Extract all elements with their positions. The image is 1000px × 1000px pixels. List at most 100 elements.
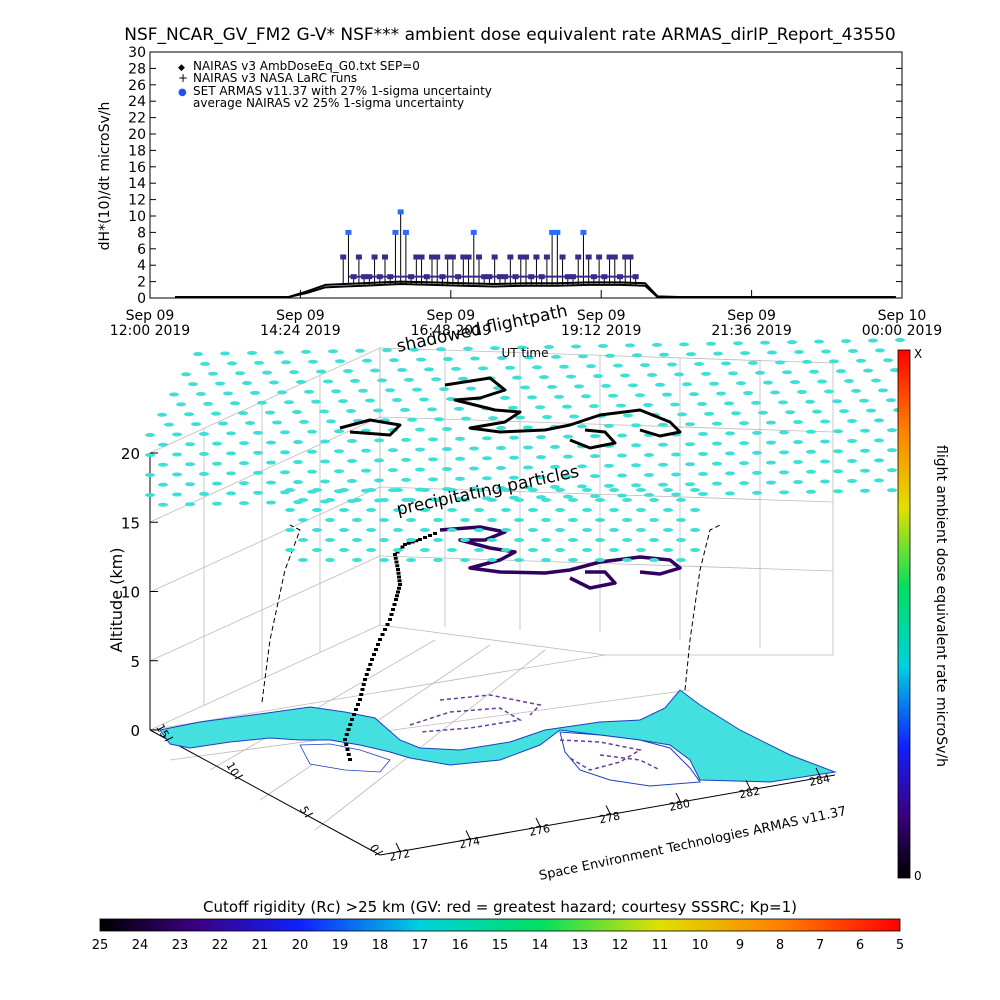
top-plot-frame — [149, 51, 903, 299]
particle-dot — [242, 381, 252, 386]
particle-dot — [366, 508, 376, 512]
climb-point — [348, 758, 352, 761]
particle-dot — [690, 548, 700, 552]
particle-dot — [442, 427, 452, 432]
particle-dot — [406, 518, 416, 522]
particle-dot — [447, 488, 457, 492]
y-tick-label: 28 — [128, 61, 146, 77]
longitude-tick-label: 284 — [808, 772, 831, 789]
particle-dot — [682, 382, 692, 387]
particle-dot — [514, 538, 524, 542]
particle-dot — [505, 365, 515, 370]
armas-point — [585, 254, 592, 260]
particle-dot — [841, 339, 851, 344]
armas-point — [491, 254, 498, 260]
particle-dot — [541, 558, 551, 562]
particle-dot — [339, 488, 349, 492]
particle-dot — [582, 528, 592, 532]
particle-dot — [496, 465, 506, 470]
particle-dot — [622, 558, 632, 562]
particle-dot — [298, 538, 308, 542]
particle-dot — [509, 475, 519, 480]
legend-label-nairas-v2: average NAIRAS v2 25% 1-sigma uncertaint… — [193, 96, 464, 110]
particle-dot — [636, 488, 646, 492]
climb-point — [406, 541, 411, 545]
climb-point — [356, 703, 360, 706]
particle-dot — [339, 508, 349, 512]
particle-dot — [809, 369, 819, 374]
particle-dot — [527, 395, 537, 400]
particle-dot — [320, 459, 330, 464]
particle-dot — [420, 508, 430, 512]
particle-dot — [679, 342, 689, 347]
particle-dot — [293, 460, 303, 465]
particle-dot — [388, 448, 398, 453]
particle-dot — [671, 492, 681, 497]
particle-dot — [373, 408, 383, 413]
particle-dot — [663, 508, 673, 512]
longitude-tick-label: 278 — [598, 809, 621, 826]
particle-dot — [250, 390, 260, 395]
particle-dot — [298, 558, 308, 562]
particle-dot — [215, 381, 225, 386]
particle-dot — [663, 548, 673, 552]
colorbar-tick-label: 7 — [816, 938, 824, 953]
particle-dot — [199, 471, 209, 476]
particle-dot — [335, 359, 345, 364]
particle-dot — [748, 360, 758, 365]
particle-dot — [298, 518, 308, 522]
particle-dot — [455, 456, 465, 461]
particle-dot — [172, 492, 182, 497]
legend-symbol-nairas-g0: ◆ — [178, 63, 185, 73]
climb-point — [418, 538, 422, 541]
particle-dot — [806, 489, 816, 494]
particle-dot — [374, 438, 384, 443]
particle-dot — [212, 501, 222, 506]
particle-dot — [635, 393, 645, 398]
particle-dot — [280, 470, 290, 475]
colorbar-tick-label: 9 — [736, 938, 744, 953]
particle-dot — [609, 548, 619, 552]
particle-dot — [415, 467, 425, 472]
particle-dot — [568, 498, 578, 502]
particle-dot — [307, 429, 317, 434]
armas-point — [622, 254, 629, 260]
top-legend: ◆ NAIRAS v3 AmbDoseEq_G0.txt SEP=0 + NAI… — [178, 59, 492, 110]
nairas-g0-line — [175, 280, 896, 299]
particle-dot — [460, 558, 470, 562]
particle-dot — [401, 437, 411, 442]
particle-dot — [451, 366, 461, 371]
particle-dot — [370, 368, 380, 373]
climb-point — [395, 550, 400, 554]
armas-point — [575, 254, 582, 260]
particle-dot — [590, 494, 600, 499]
particle-dot — [559, 364, 569, 369]
particle-dot — [374, 458, 384, 463]
armas-point — [476, 254, 482, 260]
particle-dot — [847, 418, 857, 423]
altitude-axis-label: Altitude (km) — [107, 548, 126, 653]
particle-dot — [671, 452, 681, 457]
particle-dot — [640, 363, 650, 368]
particle-dot — [698, 491, 708, 496]
climb-point — [344, 743, 349, 746]
particle-dot — [404, 377, 414, 382]
y-tick-label: 20 — [128, 127, 146, 143]
particle-dot — [401, 477, 411, 482]
particle-dot — [712, 481, 722, 486]
particle-dot — [350, 378, 360, 383]
colorbar-tick-label: 22 — [212, 938, 229, 953]
particle-dot — [658, 422, 668, 427]
particle-dot — [415, 427, 425, 432]
x-tick-label-time: 21:36 2019 — [711, 323, 791, 339]
climb-point — [433, 532, 437, 535]
x-tick-label-date: Sep 09 — [426, 308, 475, 324]
particle-dot — [488, 416, 498, 421]
particle-dot — [555, 528, 565, 532]
armas-point — [543, 254, 550, 260]
particle-dot — [442, 447, 452, 452]
back-wall-grid — [149, 347, 834, 831]
particle-dot — [598, 343, 608, 348]
particle-lattice — [145, 338, 908, 562]
particle-dot — [352, 518, 362, 522]
